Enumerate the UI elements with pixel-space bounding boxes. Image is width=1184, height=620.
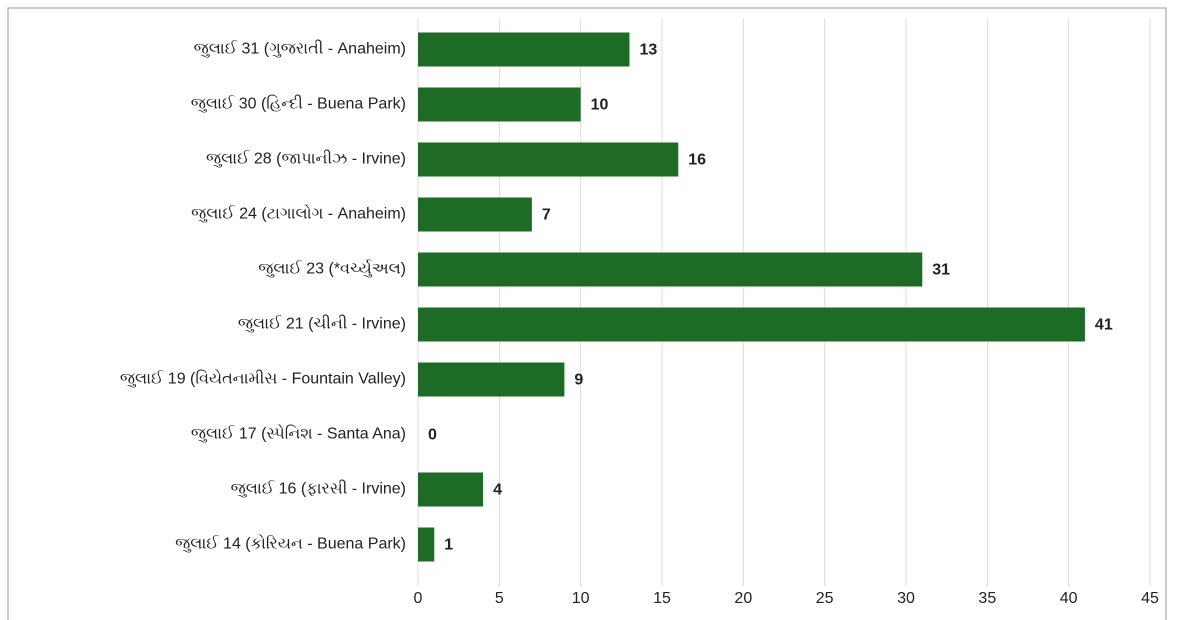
value-label: 9 <box>574 372 583 389</box>
bar <box>418 87 581 122</box>
x-tick-label: 0 <box>414 590 423 607</box>
x-tick-label: 15 <box>653 590 671 607</box>
bar <box>418 32 630 67</box>
y-tick-label: જુલાઈ 31 (ગુજરાતી - Anaheim) <box>194 40 406 58</box>
value-label: 7 <box>542 207 551 224</box>
x-tick-label: 10 <box>572 590 590 607</box>
bar <box>418 527 435 562</box>
y-tick-label: જુલાઈ 24 (ટાગાલોગ - Anaheim) <box>191 204 406 223</box>
bar <box>418 252 923 287</box>
bar <box>418 142 679 177</box>
x-tick-label: 30 <box>897 590 915 607</box>
bar <box>418 362 565 397</box>
y-tick-label: જુલાઈ 16 (ફારસી - Irvine) <box>231 480 406 498</box>
x-tick-label: 25 <box>816 590 834 607</box>
value-label: 1 <box>444 537 453 554</box>
x-tick-label: 45 <box>1141 590 1159 607</box>
x-tick-label: 5 <box>495 590 504 607</box>
x-tick-label: 35 <box>978 590 996 607</box>
value-label: 41 <box>1095 317 1113 334</box>
y-tick-label: જુલાઈ 17 (સ્પેનિશ - Santa Ana) <box>191 424 406 443</box>
y-tick-label: જુલાઈ 21 (ચીની - Irvine) <box>238 315 406 333</box>
y-tick-label: જુલાઈ 19 (વિયેતનામીસ - Fountain Valley) <box>120 369 406 388</box>
y-tick-label: જુલાઈ 30 (હિન્દી - Buena Park) <box>191 95 406 113</box>
bar <box>418 472 484 507</box>
value-label: 13 <box>639 42 657 59</box>
value-label: 16 <box>688 152 706 169</box>
bar <box>418 197 532 232</box>
frame <box>7 7 1167 620</box>
y-tick-label: જુલાઈ 14 (કોરિયન - Buena Park) <box>175 534 406 553</box>
x-tick-label: 20 <box>734 590 752 607</box>
value-label: 10 <box>591 97 609 114</box>
bar <box>418 307 1085 342</box>
value-label: 4 <box>493 482 502 499</box>
y-tick-label: જુલાઈ 23 (*વર્ચ્યુઅલ) <box>258 260 406 278</box>
x-tick-label: 40 <box>1060 590 1078 607</box>
value-label: 0 <box>428 427 437 444</box>
value-label: 31 <box>932 262 950 279</box>
y-tick-label: જુલાઈ 28 (જાપાનીઝ - Irvine) <box>206 150 406 168</box>
